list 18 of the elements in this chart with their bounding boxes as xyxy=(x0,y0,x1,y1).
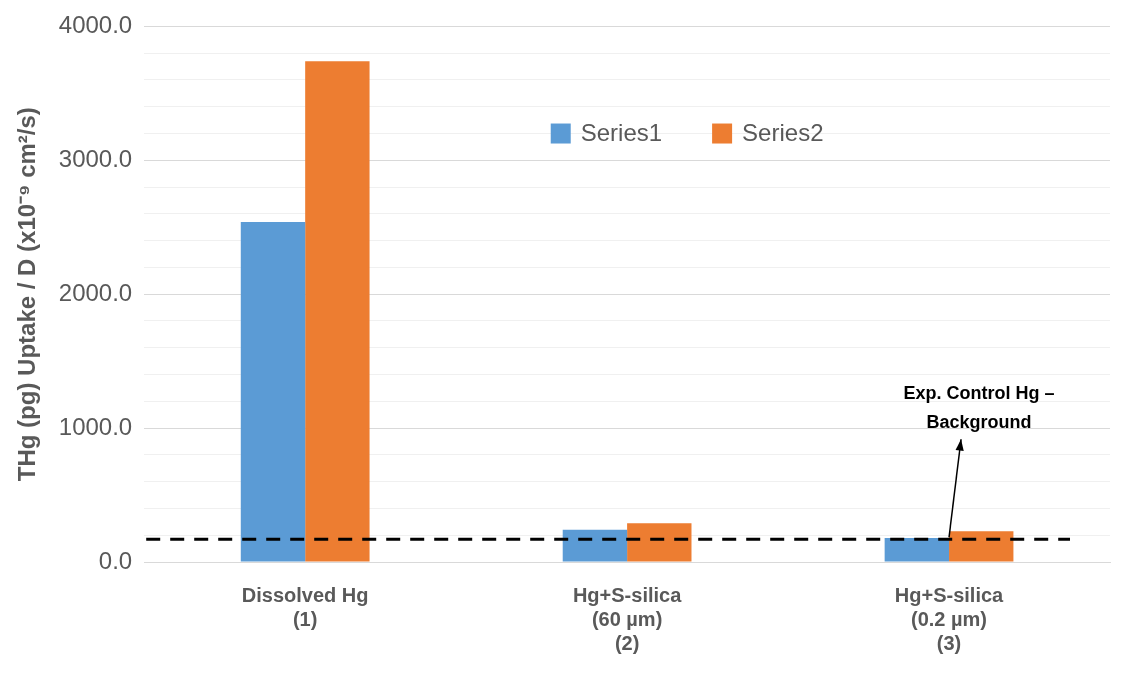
x-tick-label: Hg+S-silica (60 µm) (2) xyxy=(572,583,683,654)
y-tick-label: 4000.0 xyxy=(58,11,133,39)
bar xyxy=(949,531,1014,562)
y-tick-label: 0.0 xyxy=(98,546,133,574)
bar xyxy=(884,537,950,562)
bar xyxy=(305,61,370,562)
bar xyxy=(627,523,692,562)
x-tick-label: Hg+S-silica (0.2 µm) (3) xyxy=(894,583,1005,654)
y-tick-label: 1000.0 xyxy=(58,412,133,440)
y-axis-title: THg (pg) Uptake / D (x10⁻⁹ cm²/s) xyxy=(13,107,41,482)
bar xyxy=(240,221,306,562)
ref-line-label: Exp. Control Hg – Background xyxy=(903,383,1055,433)
y-tick-label: 3000.0 xyxy=(58,144,133,172)
x-tick-label: Dissolved Hg (1) xyxy=(241,583,369,630)
legend-label: Series1 xyxy=(580,119,663,147)
legend-label: Series2 xyxy=(742,119,824,147)
y-tick-label: 2000.0 xyxy=(58,278,133,306)
bar xyxy=(562,529,628,562)
